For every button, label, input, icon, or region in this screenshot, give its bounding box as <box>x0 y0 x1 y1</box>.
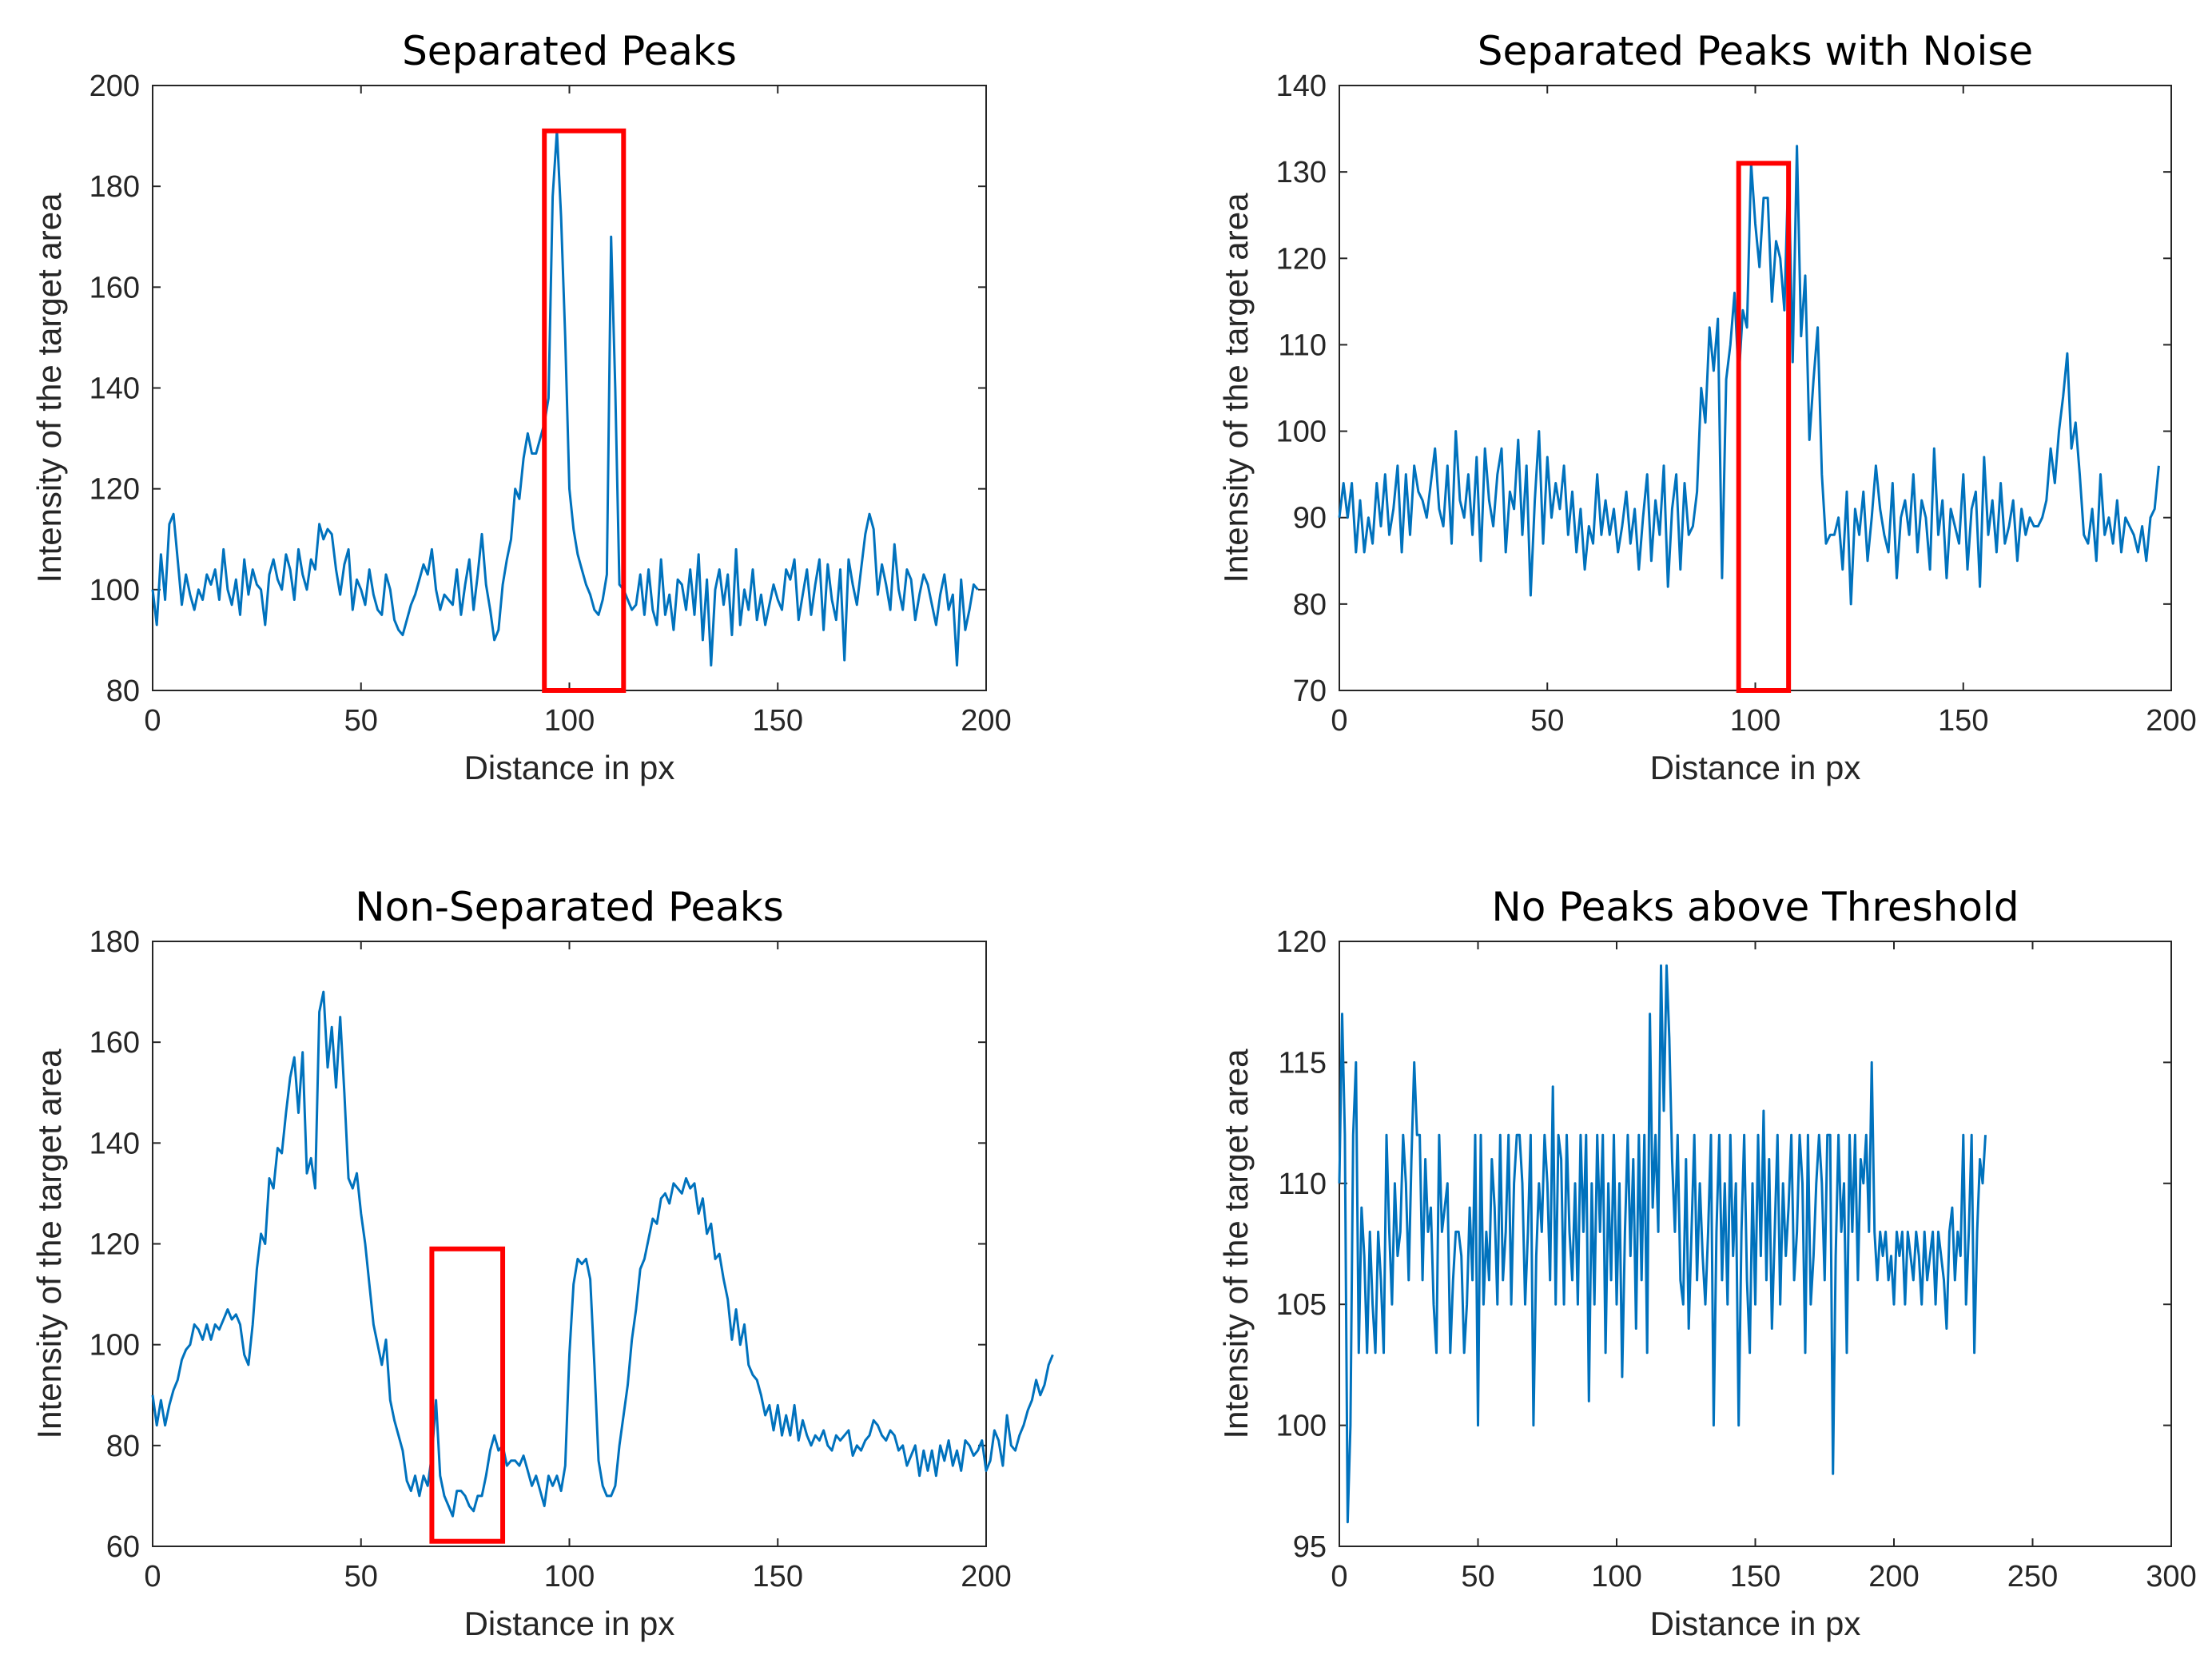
x-tick-label: 200 <box>1868 1560 1919 1593</box>
y-tick-label: 115 <box>1278 1046 1327 1080</box>
y-tick-label: 120 <box>1276 925 1327 959</box>
y-tick-label: 120 <box>1276 242 1327 276</box>
x-tick-label: 150 <box>1938 704 1988 738</box>
subplot-3: Non-Separated Peaks 0 50 100 150 200 60 80 100 12… <box>30 884 1054 1642</box>
highlight-box <box>1736 161 1792 694</box>
series-line-intensity <box>151 990 1054 1518</box>
y-tick-label: 140 <box>1276 70 1327 103</box>
x-tick-label: 300 <box>2146 1560 2196 1593</box>
y-tick-label: 120 <box>90 1228 140 1262</box>
chart-title: Non-Separated Peaks <box>355 884 784 930</box>
x-axis-label: Distance in px <box>464 749 675 786</box>
x-tick-label: 100 <box>544 704 595 738</box>
y-axis-label: Intensity of the target area <box>30 1048 68 1439</box>
chart-title: No Peaks above Threshold <box>1491 884 2019 930</box>
y-tick-label: 80 <box>106 674 140 708</box>
x-tick-label: 100 <box>1591 1560 1641 1593</box>
y-tick-label: 160 <box>90 1026 140 1060</box>
y-tick-label: 100 <box>90 1329 140 1363</box>
x-tick-label: 50 <box>1461 1560 1494 1593</box>
y-tick-label: 180 <box>90 170 140 204</box>
series-line-intensity <box>1338 964 1987 1524</box>
y-tick-label: 200 <box>90 70 140 103</box>
plot-frame <box>152 941 987 1547</box>
y-tick-label: 90 <box>1293 502 1327 535</box>
x-tick-label: 100 <box>1730 704 1780 738</box>
x-tick-label: 50 <box>1530 704 1564 738</box>
y-tick-label: 110 <box>1278 328 1327 362</box>
y-tick-label: 140 <box>90 1127 140 1160</box>
y-tick-label: 80 <box>106 1430 140 1463</box>
y-axis-label: Intensity of the target area <box>1217 193 1255 583</box>
x-axis-label: Distance in px <box>464 1605 675 1642</box>
y-tick-label: 100 <box>90 574 140 607</box>
x-tick-label: 50 <box>344 1560 378 1593</box>
x-tick-label: 100 <box>544 1560 595 1593</box>
y-tick-label: 60 <box>106 1530 140 1564</box>
subplot-1: Separated Peaks 0 50 100 150 200 80 100 120 140 16… <box>30 28 1012 786</box>
subplot-2: Separated Peaks with Noise 0 50 100 150 200 70… <box>1217 28 2197 786</box>
y-tick-label: 100 <box>1276 416 1327 449</box>
x-tick-label: 200 <box>2146 704 2196 738</box>
plot-frame <box>1339 85 2172 691</box>
y-tick-label: 100 <box>1276 1410 1327 1443</box>
series-line-intensity <box>151 129 979 666</box>
x-tick-label: 50 <box>344 704 378 738</box>
y-tick-label: 80 <box>1293 588 1327 622</box>
x-tick-label: 200 <box>961 704 1011 738</box>
subplot-4: No Peaks above Threshold 0 50 100 150 200 250 3… <box>1217 884 2197 1642</box>
x-axis-label: Distance in px <box>1650 749 1861 786</box>
y-tick-label: 140 <box>90 372 140 406</box>
y-tick-label: 160 <box>90 271 140 304</box>
y-tick-label: 180 <box>90 925 140 959</box>
plot-frame <box>152 85 987 691</box>
y-tick-label: 130 <box>1276 156 1327 189</box>
x-tick-label: 150 <box>753 704 803 738</box>
x-axis-label: Distance in px <box>1650 1605 1861 1642</box>
y-axis-label: Intensity of the target area <box>1217 1048 1255 1439</box>
y-axis-label: Intensity of the target area <box>30 193 68 583</box>
x-tick-label: 0 <box>144 1560 161 1593</box>
x-tick-label: 0 <box>144 704 161 738</box>
y-tick-label: 95 <box>1293 1530 1327 1564</box>
x-tick-label: 0 <box>1331 1560 1347 1593</box>
x-tick-label: 200 <box>961 1560 1011 1593</box>
x-tick-label: 150 <box>753 1560 803 1593</box>
y-tick-label: 110 <box>1278 1168 1327 1201</box>
x-tick-label: 250 <box>2007 1560 2058 1593</box>
y-tick-label: 105 <box>1276 1288 1327 1322</box>
x-tick-label: 0 <box>1331 704 1347 738</box>
series-line-intensity <box>1338 145 2160 606</box>
chart-title: Separated Peaks with Noise <box>1478 28 2033 74</box>
chart-title: Separated Peaks <box>402 28 737 74</box>
x-tick-label: 150 <box>1730 1560 1780 1593</box>
y-tick-label: 120 <box>90 473 140 507</box>
y-tick-label: 70 <box>1293 674 1327 708</box>
highlight-box <box>542 128 627 693</box>
highlight-box <box>429 1246 506 1544</box>
